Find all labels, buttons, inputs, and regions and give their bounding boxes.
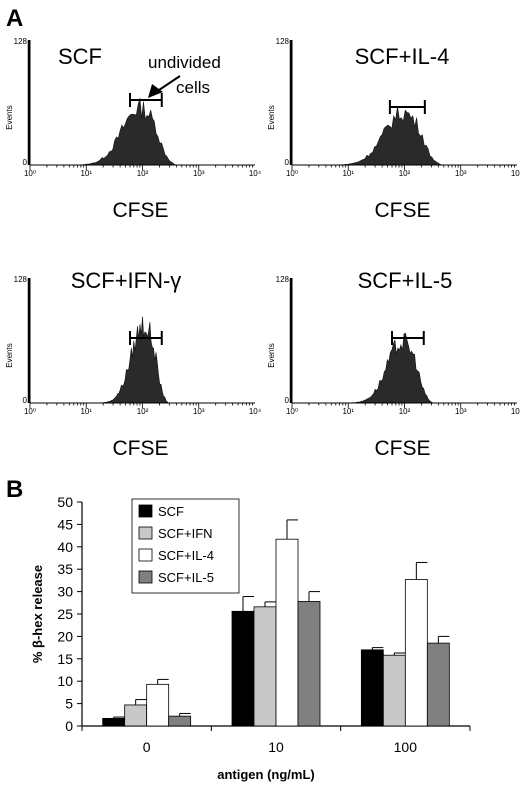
y-tick-label: 25 (57, 606, 73, 622)
bar (404, 579, 428, 727)
x-tick-label: 10⁰ (286, 169, 298, 178)
y-tick-label: 10 (57, 673, 73, 689)
condition-title: SCF+IFN-γ (71, 268, 182, 293)
x-tick-label: 10² (399, 407, 411, 416)
bar (253, 606, 277, 727)
y-axis-label: % β-hex release (30, 565, 45, 663)
legend-label: SCF+IL-4 (158, 548, 214, 563)
bar (426, 642, 450, 727)
x-tick-label: 0 (143, 739, 151, 755)
x-tick-label: 10² (137, 407, 149, 416)
legend: SCF SCF+IFN SCF+IL-4 SCF+IL-5 (131, 498, 240, 594)
y-axis-label: Events (267, 343, 276, 367)
y-tick-label: 15 (57, 651, 73, 667)
y-tick-label: 20 (57, 628, 73, 644)
x-axis-label: CFSE (374, 437, 430, 460)
x-axis-label: CFSE (112, 199, 168, 222)
annotation-text: cells (176, 78, 210, 97)
histogram-1: 10⁰ 10¹ 10² 10³ 10⁴ 128 0 Events SCF CFSE undivide… (5, 37, 262, 222)
histogram-area (67, 98, 212, 166)
condition-title: SCF+IL-5 (358, 268, 453, 293)
bar (275, 538, 299, 727)
legend-swatch (138, 548, 153, 562)
y-tick-label: 40 (57, 539, 73, 555)
bar (102, 717, 126, 727)
y-tick-label: 30 (57, 584, 73, 600)
x-tick-label: 10⁰ (24, 407, 36, 416)
histogram-3: 10⁰ 10¹ 10² 10³ 10⁴ 128 0 Events SCF+IFN-γ CFSE (5, 268, 262, 460)
panel-b-label: B (6, 476, 23, 503)
bar (168, 715, 192, 727)
annotation-text: undivided (148, 53, 221, 72)
legend-label: SCF (158, 504, 184, 519)
x-tick-label: 10⁴ (249, 169, 262, 178)
x-tick-label: 10³ (455, 169, 467, 178)
condition-title: SCF (58, 44, 102, 69)
y-tick-label: 5 (65, 696, 73, 712)
y-tick-label: 0 (65, 718, 73, 734)
annotation-arrowhead (148, 84, 163, 98)
legend-label: SCF+IL-5 (158, 570, 214, 585)
histogram-area (341, 332, 464, 404)
y-tick-label: 50 (57, 494, 73, 510)
x-tick-label: 10⁴ (511, 407, 520, 416)
histogram-4: 10⁰ 10¹ 10² 10³ 10⁴ 128 0 Events SCF+IL-5 CFSE (267, 268, 520, 460)
y-tick-label: 45 (57, 516, 73, 532)
x-tick-label: 10¹ (342, 407, 354, 416)
legend-swatch (138, 504, 153, 518)
x-tick-label: 10³ (455, 407, 467, 416)
x-tick-label: 10³ (193, 169, 205, 178)
panel-a-label: A (6, 5, 23, 32)
x-tick-label: 10⁴ (511, 169, 520, 178)
x-tick-label: 10¹ (342, 169, 354, 178)
bar-chart: 0 5 10 15 20 25 30 35 40 45 50 0 10 100 antigen (ng/mL… (30, 494, 471, 782)
x-tick-label: 10⁰ (286, 407, 298, 416)
y-tick-label: 0 (285, 396, 290, 405)
bar (360, 649, 384, 727)
x-tick-label: 10⁰ (24, 169, 36, 178)
y-tick-label: 0 (23, 396, 28, 405)
x-tick-label: 10¹ (80, 169, 92, 178)
bar (146, 683, 170, 727)
x-tick-label: 10² (399, 169, 411, 178)
y-axis-label: Events (5, 343, 14, 367)
x-tick-label: 10 (268, 739, 284, 755)
y-tick-label: 128 (276, 275, 290, 284)
bar (297, 601, 321, 727)
y-tick-label: 0 (285, 158, 290, 167)
y-tick-label: 0 (23, 158, 28, 167)
x-axis-label: CFSE (374, 199, 430, 222)
histogram-area (94, 316, 194, 404)
legend-swatch (138, 526, 153, 540)
y-axis-label: Events (5, 105, 14, 129)
x-tick-label: 10¹ (80, 407, 92, 416)
legend-label: SCF+IFN (158, 526, 213, 541)
x-axis-label: CFSE (112, 437, 168, 460)
histogram-2: 10⁰ 10¹ 10² 10³ 10⁴ 128 0 Events SCF+IL-4 CFSE (267, 37, 520, 222)
condition-title: SCF+IL-4 (355, 44, 450, 69)
y-axis-label: Events (267, 105, 276, 129)
legend-swatch (138, 570, 153, 584)
annotation-arrow-line (155, 75, 181, 93)
x-tick-label: 10³ (193, 407, 205, 416)
x-tick-label: 100 (394, 739, 418, 755)
y-tick-label: 128 (276, 37, 290, 46)
x-tick-label: 10² (137, 169, 149, 178)
x-axis-label: antigen (ng/mL) (217, 767, 315, 782)
bar (382, 654, 406, 727)
x-tick-label: 10⁴ (249, 407, 262, 416)
y-tick-label: 128 (14, 37, 28, 46)
y-tick-label: 35 (57, 561, 73, 577)
bar (231, 610, 255, 727)
y-tick-label: 128 (14, 275, 28, 284)
histogram-area (326, 106, 480, 166)
bar (124, 704, 148, 727)
